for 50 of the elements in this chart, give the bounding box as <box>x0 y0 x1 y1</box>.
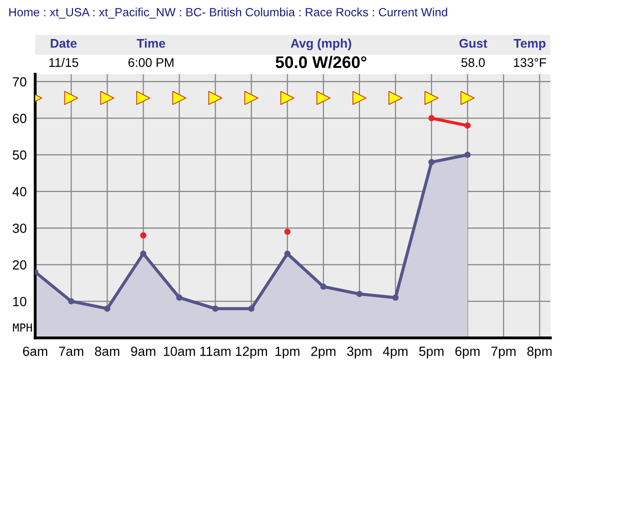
text: 6:00 PM <box>128 58 174 67</box>
text: Time <box>136 38 166 48</box>
chart-title: Home : xt_USA : xt_Pacific_NW : BC- British Columbia : Race Rocks : Current Wind <box>9 8 448 19</box>
y-tick-label: 40 <box>12 187 26 196</box>
x-tick-label: 8pm <box>527 346 552 359</box>
point <box>428 159 435 166</box>
x-tick-label: 11am <box>200 346 230 356</box>
y-tick-label: 30 <box>12 224 26 233</box>
text: Gust <box>459 38 488 48</box>
text: Temp <box>514 39 546 50</box>
text: 50.0 W/260° <box>276 56 366 68</box>
y-tick-label: 70 <box>12 77 26 86</box>
x-tick-label: 12pm <box>236 346 267 359</box>
point <box>428 115 435 122</box>
point <box>356 290 363 298</box>
point <box>104 305 110 312</box>
text: 58.0 <box>461 58 485 67</box>
y-tick-label: 20 <box>12 260 26 270</box>
y-axis-title: MPH <box>13 324 32 332</box>
x-tick-label: 10am <box>164 346 195 356</box>
y-tick-label: 50 <box>12 150 26 160</box>
point <box>284 250 291 257</box>
x-tick-label: 8am <box>94 346 120 356</box>
point <box>284 228 291 235</box>
text: Date <box>50 39 77 48</box>
x-tick-label: 6am <box>23 346 48 356</box>
x-tick-label: 2pm <box>311 346 336 359</box>
x-tick-label: 3pm <box>347 346 372 359</box>
x-tick-label: 4pm <box>382 346 408 359</box>
x-tick-label: 5pm <box>419 346 444 359</box>
x-tick-label: 9am <box>131 346 156 356</box>
x-tick-label: 7pm <box>491 346 516 359</box>
x-tick-label: 6pm <box>455 346 480 359</box>
text: 133°F <box>514 58 546 67</box>
point <box>140 250 146 257</box>
y-tick-label: 60 <box>12 114 26 124</box>
point <box>248 305 254 312</box>
point <box>140 232 146 239</box>
point <box>176 294 182 301</box>
text: Avg (mph) <box>290 38 352 50</box>
point <box>392 294 399 301</box>
text: 11/15 <box>49 58 78 67</box>
point <box>320 284 327 290</box>
y-tick-label: 10 <box>13 296 26 306</box>
point <box>212 305 218 312</box>
x-tick-label: 1pm <box>276 346 300 359</box>
point <box>68 298 74 304</box>
point <box>464 122 471 129</box>
point <box>464 152 471 158</box>
x-tick-label: 7am <box>59 346 84 356</box>
